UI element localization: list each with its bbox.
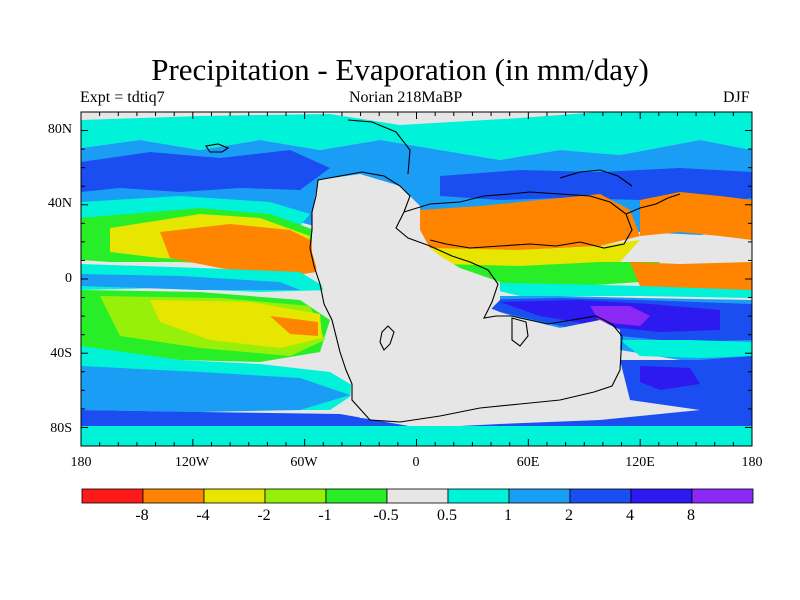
colorbar-swatch-10 xyxy=(630,488,693,504)
lat-label-80s: 80S xyxy=(50,421,72,436)
lon-label-120e: 120E xyxy=(625,455,655,470)
colorbar-label-3: -2 xyxy=(257,507,271,524)
tethys-coastline xyxy=(403,191,633,249)
colorbar-swatch-6 xyxy=(386,488,449,504)
arctic-coast xyxy=(347,119,411,175)
lon-label-180-east: 180 xyxy=(741,455,763,470)
south-orange-patch xyxy=(270,316,318,336)
lat-label-0: 0 xyxy=(65,271,72,286)
northeast-orange-patch xyxy=(640,192,752,240)
east-equatorial-orange-tongue xyxy=(630,262,752,292)
lon-label-120w: 120W xyxy=(174,455,210,470)
east-orange-band xyxy=(420,194,640,252)
south-island xyxy=(379,325,395,351)
colorbar-label-10: 8 xyxy=(687,507,695,524)
lat-label-40n: 40N xyxy=(47,196,72,211)
colorbar-swatch-11 xyxy=(691,488,754,504)
north-pacific-blue-storm-track xyxy=(81,150,330,192)
colorbar-label-8: 2 xyxy=(565,507,573,524)
colorbar-swatch-7 xyxy=(447,488,510,504)
northeast-coast xyxy=(559,169,633,187)
east-equatorial-cyan-band xyxy=(460,282,752,298)
axis-ticks xyxy=(80,111,753,447)
north-subtropical-orange-zone xyxy=(160,224,318,278)
southeast-cyan-fringe xyxy=(620,340,752,358)
colorbar-label-6: 0.5 xyxy=(437,507,457,524)
east-yellow-band xyxy=(430,240,640,270)
arctic-cyan-region xyxy=(81,112,752,160)
pangaea-coastline xyxy=(309,171,623,423)
lon-label-60w: 60W xyxy=(290,455,318,470)
colorbar-swatch-1 xyxy=(81,488,144,504)
equatorial-lightblue-band xyxy=(81,274,300,290)
experiment-label: Expt = tdtiq7 xyxy=(80,89,165,106)
plot-title: Precipitation - Evaporation (in mm/day) xyxy=(151,52,649,87)
coastlines xyxy=(205,119,681,423)
lat-label-80n: 80N xyxy=(47,122,72,137)
colorbar xyxy=(81,488,754,504)
precip-evap-field xyxy=(81,112,752,446)
lon-label-180-west: 180 xyxy=(70,455,92,470)
north-island xyxy=(205,143,230,153)
south-yellow-zone xyxy=(150,300,322,348)
period-label: Norian 218MaBP xyxy=(349,89,463,106)
lon-label-0: 0 xyxy=(412,455,420,470)
colorbar-swatch-5 xyxy=(325,488,388,504)
colorbar-label-5: -0.5 xyxy=(373,507,399,524)
pangaea-interior xyxy=(312,174,620,420)
southern-lightblue-band xyxy=(81,366,350,412)
colorbar-swatch-3 xyxy=(203,488,266,504)
colorbar-label-9: 4 xyxy=(626,507,634,524)
colorbar-label-4: -1 xyxy=(318,507,332,524)
antarctic-cyan-region xyxy=(81,426,752,446)
colorbar-swatch-9 xyxy=(569,488,632,504)
east-island xyxy=(511,317,529,347)
colorbar-label-7: 1 xyxy=(504,507,512,524)
east-coast-arc xyxy=(625,193,681,215)
lat-label-40s: 40S xyxy=(50,346,72,361)
season-label: DJF xyxy=(723,89,750,106)
colorbar-label-2: -4 xyxy=(196,507,210,524)
colorbar-swatch-4 xyxy=(264,488,327,504)
colorbar-swatch-2 xyxy=(142,488,205,504)
colorbar-label-1: -8 xyxy=(135,507,149,524)
lon-label-60e: 60E xyxy=(516,455,540,470)
south-pacific-indigo-patch xyxy=(640,366,700,390)
colorbar-swatch-8 xyxy=(508,488,571,504)
